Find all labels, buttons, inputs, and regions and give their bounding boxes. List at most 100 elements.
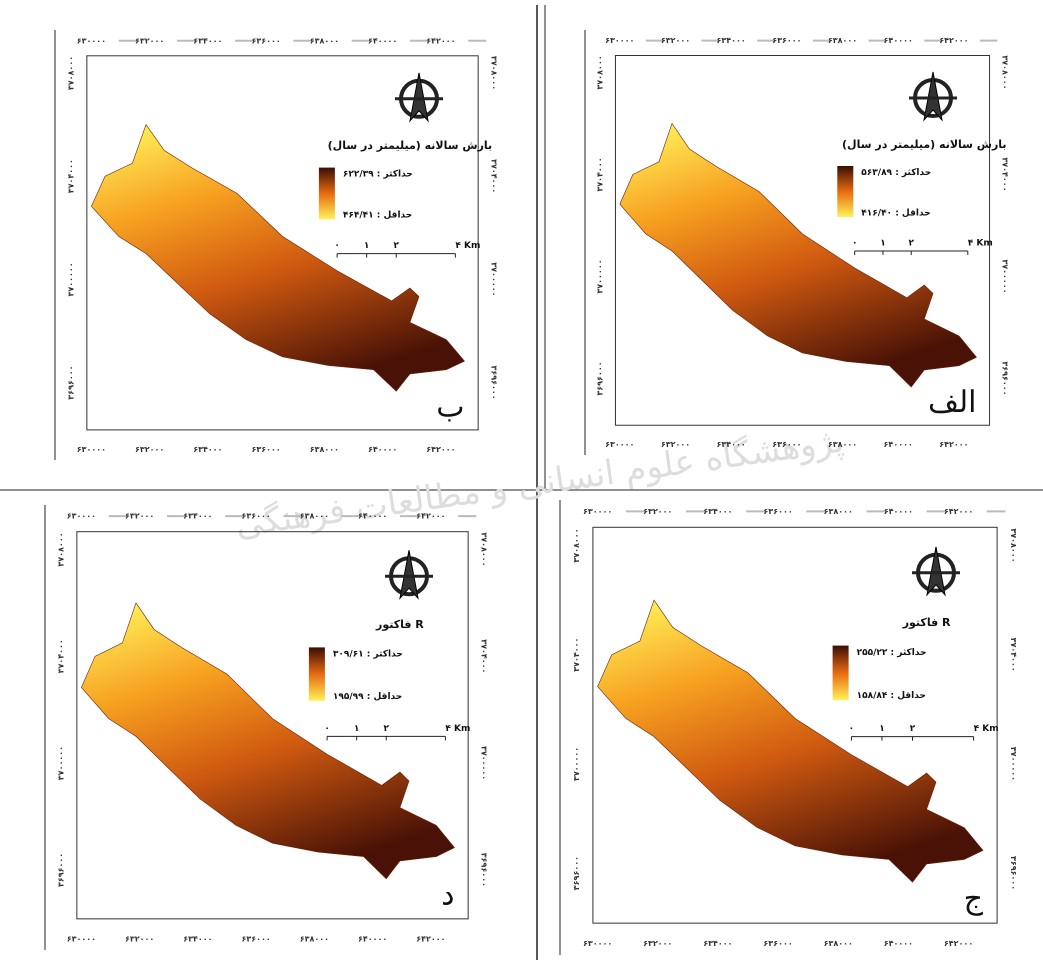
y-tick-label: ۳۷۰۸۰۰۰	[1009, 528, 1018, 562]
x-tick-label: ۶۳۴۰۰۰	[717, 440, 746, 449]
map-panel: ۶۳۰۰۰۰ ۶۳۰۰۰۰ ۶۳۲۰۰۰ ۶۳۲۰۰۰ ۶۳۴۰۰۰ ۶۳۴۰۰۰ ۶۳۶۰…	[560, 500, 1018, 955]
legend-title: فاکتور R	[375, 618, 424, 631]
legend-min: حداقل : ۱۵۸/۸۴	[857, 691, 926, 701]
legend-max: حداکثر : ۵۶۳/۸۹	[861, 168, 931, 178]
x-tick-label: ۶۳۶۰۰۰	[772, 36, 801, 45]
scale-label: ۰	[849, 724, 855, 734]
y-tick-label: ۳۶۹۶۰۰۰	[66, 366, 75, 400]
x-tick-label: ۶۳۲۰۰۰	[643, 507, 672, 516]
x-tick-label: ۶۴۰۰۰۰	[368, 445, 397, 454]
study-area	[81, 603, 454, 879]
x-tick-label: ۶۳۴۰۰۰	[183, 934, 212, 943]
legend-min: حداقل : ۴۱۶/۴۰	[861, 208, 930, 218]
x-tick-label: ۶۳۲۰۰۰	[125, 934, 154, 943]
scale-label: ۴ Km	[974, 724, 999, 734]
x-tick-label: ۶۳۲۰۰۰	[661, 440, 690, 449]
y-tick-label: ۳۷۰۸۰۰۰	[56, 532, 65, 566]
study-area	[91, 125, 464, 392]
y-tick-label: ۳۷۰۰۰۰۰	[490, 262, 499, 296]
x-tick-label: ۶۳۰۰۰۰	[77, 445, 106, 454]
y-tick-label: ۳۷۰۸۰۰۰	[490, 56, 499, 90]
x-tick-label: ۶۴۲۰۰۰	[426, 36, 455, 45]
x-tick-label: ۶۳۴۰۰۰	[703, 939, 732, 948]
x-tick-label: ۶۳۶۰۰۰	[763, 507, 792, 516]
x-tick-label: ۶۳۸۰۰۰	[824, 507, 853, 516]
x-tick-label: ۶۴۲۰۰۰	[416, 512, 445, 521]
x-tick-label: ۶۳۸۰۰۰	[300, 512, 329, 521]
y-tick-label: ۳۷۰۴۰۰۰	[596, 157, 605, 191]
study-area	[598, 600, 983, 882]
legend-bar	[837, 166, 853, 217]
y-tick-label: ۳۷۰۸۰۰۰	[66, 56, 75, 90]
panel-letter: ج	[964, 881, 984, 916]
panel-letter: الف	[928, 385, 977, 420]
legend-max: حداکثر : ۳۰۹/۶۱	[333, 650, 403, 660]
y-tick-label: ۳۷۰۴۰۰۰	[480, 639, 489, 673]
scale-label: ۴ Km	[445, 724, 470, 734]
x-tick-label: ۶۳۲۰۰۰	[135, 445, 164, 454]
legend-max: حداکثر : ۶۲۲/۳۹	[343, 170, 413, 180]
scale-label: ۱	[354, 724, 360, 734]
x-tick-label: ۶۳۴۰۰۰	[193, 445, 222, 454]
x-tick-label: ۶۴۲۰۰۰	[939, 440, 968, 449]
x-tick-label: ۶۳۴۰۰۰	[717, 36, 746, 45]
legend-min: حداقل : ۱۹۵/۹۹	[333, 692, 402, 702]
y-tick-label: ۳۷۰۰۰۰۰	[1009, 747, 1018, 781]
y-tick-label: ۳۶۹۶۰۰۰	[56, 853, 65, 887]
y-tick-label: ۳۷۰۴۰۰۰	[66, 159, 75, 193]
scale-label: ۱	[364, 241, 370, 251]
x-tick-label: ۶۳۲۰۰۰	[135, 36, 164, 45]
x-tick-label: ۶۳۰۰۰۰	[77, 36, 106, 45]
x-tick-label: ۶۳۸۰۰۰	[824, 939, 853, 948]
x-tick-label: ۶۳۰۰۰۰	[67, 934, 96, 943]
y-tick-label: ۳۶۹۶۰۰۰	[572, 856, 581, 890]
x-tick-label: ۶۳۸۰۰۰	[310, 36, 339, 45]
y-tick-label: ۳۷۰۴۰۰۰	[572, 638, 581, 672]
x-tick-label: ۶۴۲۰۰۰	[426, 445, 455, 454]
x-tick-label: ۶۳۸۰۰۰	[828, 440, 857, 449]
map-panel: ۶۳۰۰۰۰۶۳۰۰۰۰۶۳۲۰۰۰۶۳۲۰۰۰۶۳۴۰۰۰۶۳۴۰۰۰۶۳۶۰…	[45, 505, 489, 950]
scale-label: ۰	[852, 239, 858, 249]
x-tick-label: ۶۴۰۰۰۰	[884, 36, 913, 45]
x-tick-label: ۶۳۰۰۰۰	[583, 507, 612, 516]
x-tick-label: ۶۳۴۰۰۰	[183, 512, 212, 521]
y-tick-label: ۳۷۰۰۰۰۰	[572, 747, 581, 781]
x-tick-label: ۶۳۶۰۰۰	[241, 934, 270, 943]
y-tick-label: ۳۶۹۶۰۰۰	[1000, 361, 1009, 395]
x-tick-label: ۶۴۲۰۰۰	[416, 934, 445, 943]
x-tick-label: ۶۴۰۰۰۰	[884, 440, 913, 449]
x-tick-label: ۶۳۶۰۰۰	[251, 445, 280, 454]
x-tick-label: ۶۴۰۰۰۰	[884, 939, 913, 948]
y-tick-label: ۳۷۰۰۰۰۰	[56, 746, 65, 780]
x-tick-label: ۶۳۶۰۰۰	[241, 512, 270, 521]
x-tick-label: ۶۳۰۰۰۰	[583, 939, 612, 948]
y-tick-label: ۳۷۰۸۰۰۰	[572, 528, 581, 562]
scale-label: ۲	[910, 724, 916, 734]
panel-letter: د	[441, 878, 454, 913]
x-tick-label: ۶۴۲۰۰۰	[944, 507, 973, 516]
x-tick-label: ۶۳۲۰۰۰	[661, 36, 690, 45]
y-tick-label: ۳۶۹۶۰۰۰	[490, 366, 499, 400]
x-tick-label: ۶۳۶۰۰۰	[251, 36, 280, 45]
x-tick-label: ۶۳۸۰۰۰	[828, 36, 857, 45]
y-tick-label: ۳۷۰۰۰۰۰	[480, 746, 489, 780]
y-tick-label: ۳۷۰۰۰۰۰	[596, 259, 605, 293]
scale-label: ۱	[879, 724, 885, 734]
x-tick-label: ۶۳۶۰۰۰	[763, 939, 792, 948]
y-tick-label: ۳۶۹۶۰۰۰	[480, 853, 489, 887]
y-tick-label: ۳۷۰۸۰۰۰	[480, 532, 489, 566]
map-panel: ۶۳۰۰۰۰۶۳۰۰۰۰۶۳۲۰۰۰۶۳۲۰۰۰۶۳۴۰۰۰۶۳۴۰۰۰۶۳۶۰…	[585, 30, 1009, 455]
legend-max: حداکثر : ۲۵۵/۲۲	[857, 648, 927, 658]
x-tick-label: ۶۳۲۰۰۰	[643, 939, 672, 948]
scale-label: ۲	[909, 239, 915, 249]
scale-label: ۰	[324, 724, 330, 734]
legend-bar	[309, 647, 325, 700]
legend-bar	[833, 646, 849, 701]
x-tick-label: ۶۳۴۰۰۰	[703, 507, 732, 516]
y-tick-label: ۳۶۹۶۰۰۰	[596, 361, 605, 395]
y-tick-label: ۳۷۰۰۰۰۰	[66, 262, 75, 296]
y-tick-label: ۳۷۰۴۰۰۰	[1000, 157, 1009, 191]
panel-letter: ب	[436, 389, 464, 424]
scale-label: ۲	[394, 241, 400, 251]
y-tick-label: ۳۷۰۸۰۰۰	[1000, 55, 1009, 89]
